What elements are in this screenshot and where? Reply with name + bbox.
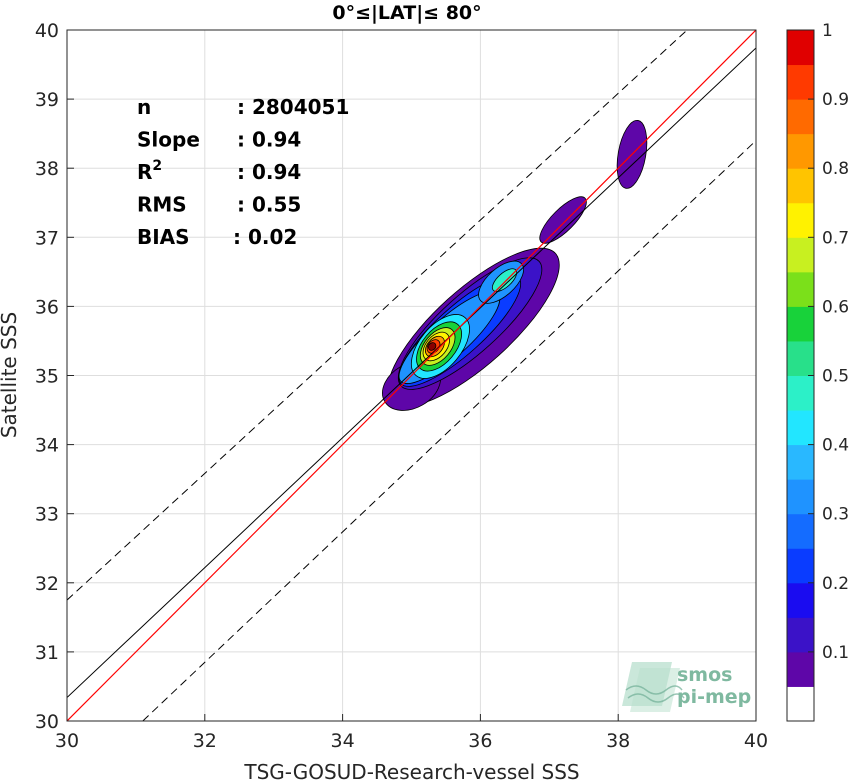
x-tick-label: 32 <box>193 730 217 752</box>
y-tick-label: 30 <box>35 711 59 733</box>
colorbar-band <box>787 410 814 446</box>
colorbar-tick-label: 0.5 <box>822 367 849 387</box>
stats-box: n : 2804051 Slope : 0.94 R2 : 0.94 RMS : 0.55 BI… <box>137 95 349 249</box>
y-tick-label: 36 <box>35 296 59 318</box>
colorbar-band <box>787 340 814 376</box>
y-tick-label: 40 <box>35 20 59 42</box>
contour-level-1-tail <box>539 196 587 244</box>
y-tick-label: 35 <box>35 366 59 388</box>
colorbar-tick-label: 0.8 <box>822 159 849 179</box>
chart-title: 0°≤|LAT|≤ 80° <box>332 2 481 24</box>
stat-label: BIAS <box>137 225 190 249</box>
stat-value: : 0.94 <box>237 160 301 184</box>
watermark-line2: pi-mep <box>677 686 751 708</box>
watermark-line1: smos <box>677 664 732 686</box>
y-tick-label: 32 <box>35 573 59 595</box>
one-to-one-line <box>67 30 756 721</box>
stat-label: n <box>137 95 151 119</box>
density-contours <box>382 119 648 411</box>
y-tick-label: 39 <box>35 89 59 111</box>
colorbar-band <box>787 444 814 480</box>
y-axis-label: Satellite SSS <box>0 312 21 438</box>
colorbar-band <box>787 479 814 515</box>
colorbar-tick-label: 0.9 <box>822 90 849 110</box>
colorbar-band <box>787 237 814 273</box>
y-tick-label: 33 <box>35 504 59 526</box>
x-tick-label: 36 <box>468 730 492 752</box>
stat-value: : 0.55 <box>237 193 301 217</box>
x-tick-label: 30 <box>55 730 79 752</box>
colorbar-band <box>787 375 814 411</box>
colorbar-tick-label: 0.2 <box>822 574 849 594</box>
contour-peak-6 <box>428 342 437 351</box>
x-tick-label: 34 <box>331 730 355 752</box>
x-axis-label: TSG-GOSUD-Research-vessel SSS <box>243 760 579 784</box>
colorbar-band <box>787 513 814 549</box>
axis-ticks: 30 32 34 36 38 40 30 31 32 33 34 35 36 37 38 39 40 <box>35 20 768 752</box>
colorbar-tick-label: 0.4 <box>822 436 849 456</box>
stat-value: : 2804051 <box>237 95 349 119</box>
x-tick-label: 38 <box>606 730 630 752</box>
colorbar-band <box>787 582 814 618</box>
colorbar-tick-label: 0.6 <box>822 297 849 317</box>
stat-label: R2 <box>137 158 162 184</box>
colorbar-band <box>787 30 814 66</box>
colorbar-tick-label: 0.7 <box>822 228 849 248</box>
regression-line <box>67 47 756 698</box>
colorbar-band <box>787 651 814 687</box>
smos-pi-mep-logo: smos pi-mep <box>622 662 751 712</box>
upper-bound-line <box>67 30 688 601</box>
colorbar-tick-label: 1 <box>822 21 833 41</box>
colorbar-band <box>787 133 814 169</box>
colorbar-band <box>787 617 814 653</box>
y-tick-label: 37 <box>35 227 59 249</box>
stat-label: Slope <box>137 128 200 152</box>
colorbar-band <box>787 306 814 342</box>
colorbar-band <box>787 686 814 722</box>
colorbar-band <box>787 99 814 135</box>
stat-value: : 0.94 <box>237 128 301 152</box>
x-tick-label: 40 <box>744 730 768 752</box>
lower-bound-line <box>142 140 756 721</box>
colorbar-band <box>787 168 814 204</box>
colorbar-band <box>787 548 814 584</box>
colorbar-tick-label: 0.1 <box>822 643 849 663</box>
y-tick-label: 38 <box>35 158 59 180</box>
colorbar-band <box>787 202 814 238</box>
stat-label: RMS <box>137 193 187 217</box>
colorbar-band <box>787 64 814 100</box>
contour-secondary-core <box>491 268 518 292</box>
reference-lines <box>67 30 756 721</box>
y-tick-label: 34 <box>35 435 59 457</box>
colorbar: 0.1 0.2 0.3 0.4 0.5 0.6 0.7 0.8 0.9 1 <box>786 21 849 722</box>
y-tick-label: 31 <box>35 642 59 664</box>
colorbar-tick-label: 0.3 <box>822 505 849 525</box>
colorbar-band <box>787 271 814 307</box>
stat-value: : 0.02 <box>233 225 297 249</box>
